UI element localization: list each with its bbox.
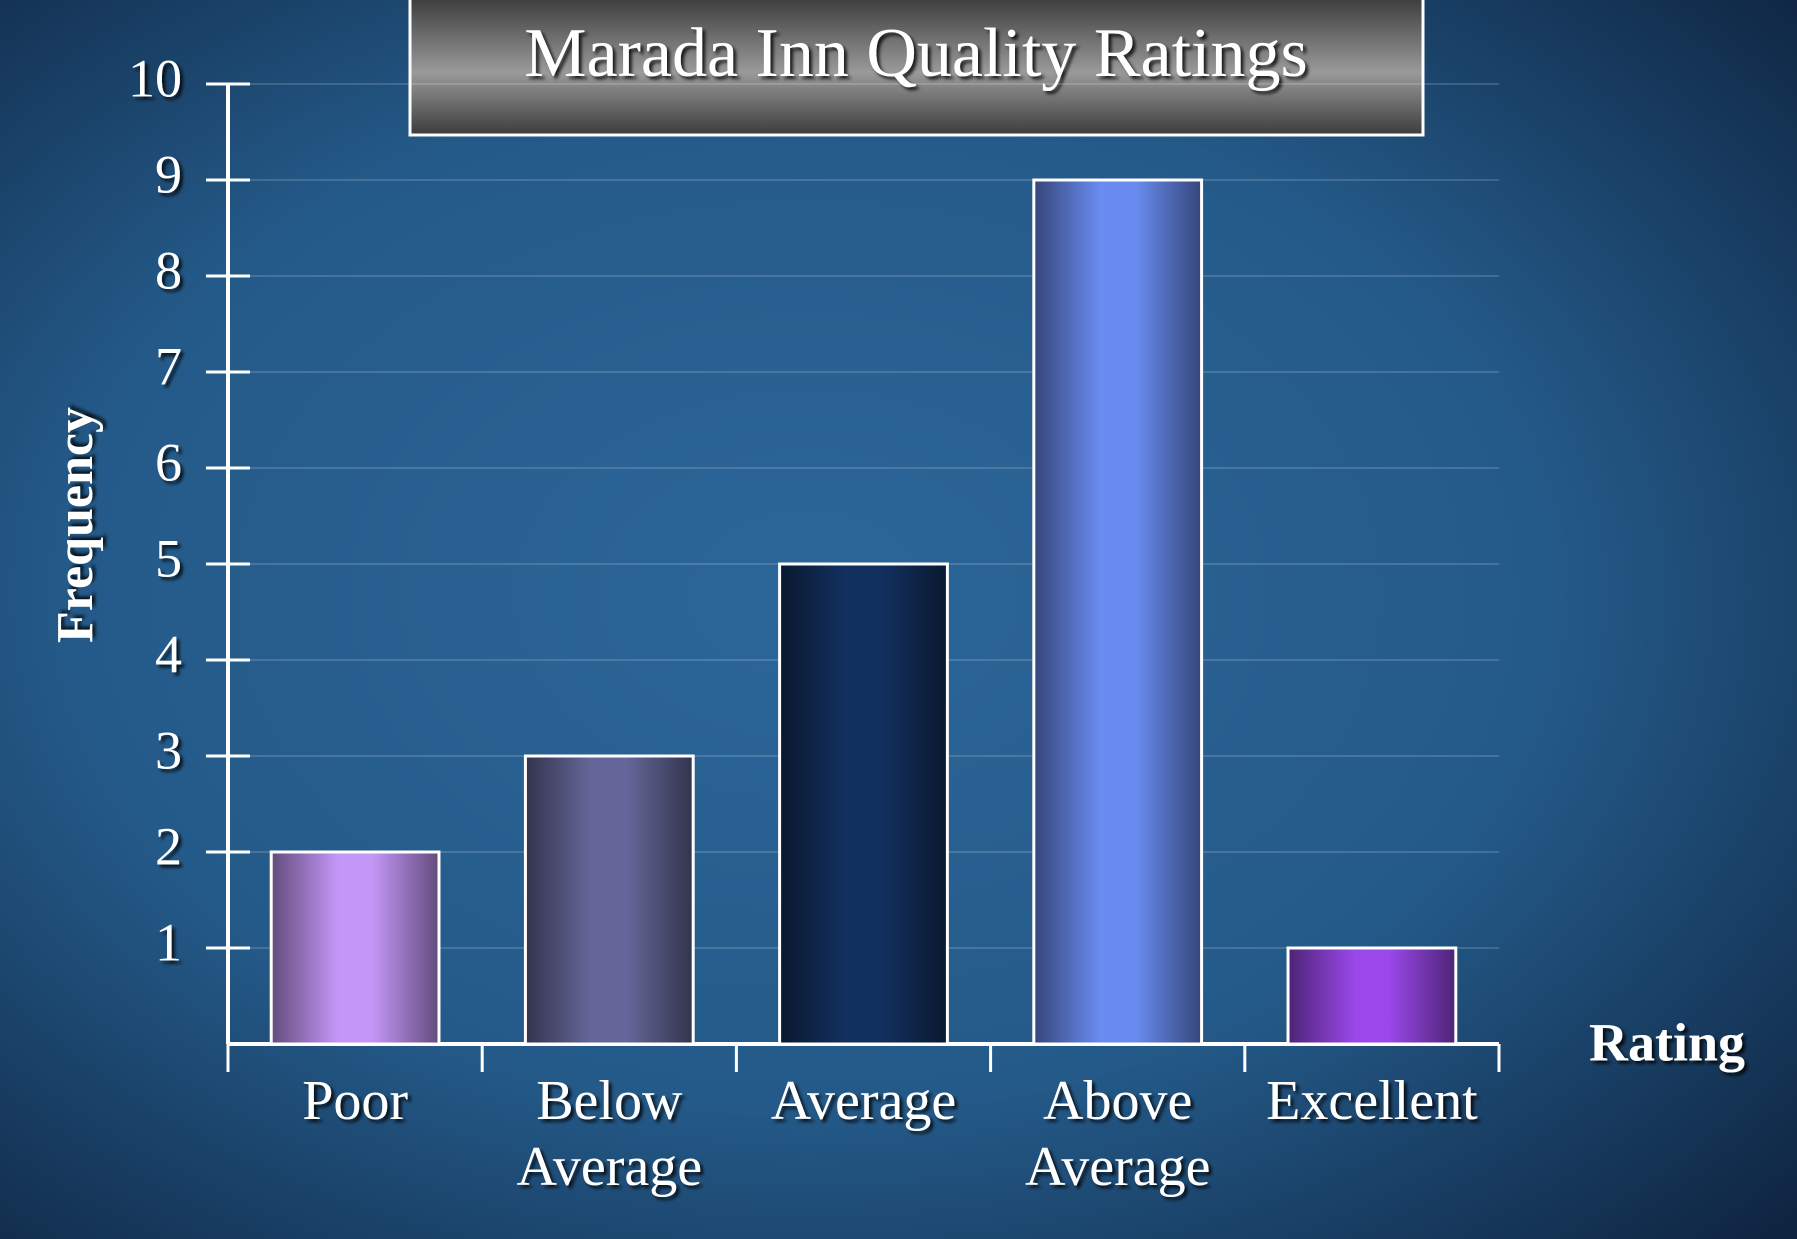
y-tick-label: 7: [155, 336, 182, 396]
x-tick-label: Average: [771, 1070, 957, 1132]
x-tick-label: Excellent: [1266, 1070, 1478, 1132]
x-tick-label: Poor: [302, 1070, 408, 1132]
y-tick-label: 4: [155, 624, 182, 684]
x-tick-label: Below Average: [517, 1070, 703, 1198]
y-tick-label: 3: [155, 720, 182, 780]
bar-shade: [1286, 946, 1458, 1046]
y-tick-label: 9: [155, 144, 182, 204]
bar-shade: [778, 562, 949, 1046]
bar-shade: [1032, 178, 1204, 1046]
y-tick-label: 10: [128, 48, 182, 108]
y-tick-label: 1: [155, 912, 182, 972]
y-tick-label: 5: [155, 528, 182, 588]
x-axis-label: Rating: [1589, 1012, 1745, 1072]
title-box: [408, 0, 1425, 137]
bar-shade: [269, 850, 441, 1046]
bar-shade: [523, 754, 695, 1046]
y-tick-label: 8: [155, 240, 182, 300]
y-tick-label: 2: [155, 816, 182, 876]
y-tick-label: 6: [155, 432, 182, 492]
chart-title: Marada Inn Quality Ratings: [524, 15, 1307, 92]
x-tick-label: Above Average: [1025, 1070, 1211, 1198]
y-axis-label: Frequency: [47, 407, 104, 643]
